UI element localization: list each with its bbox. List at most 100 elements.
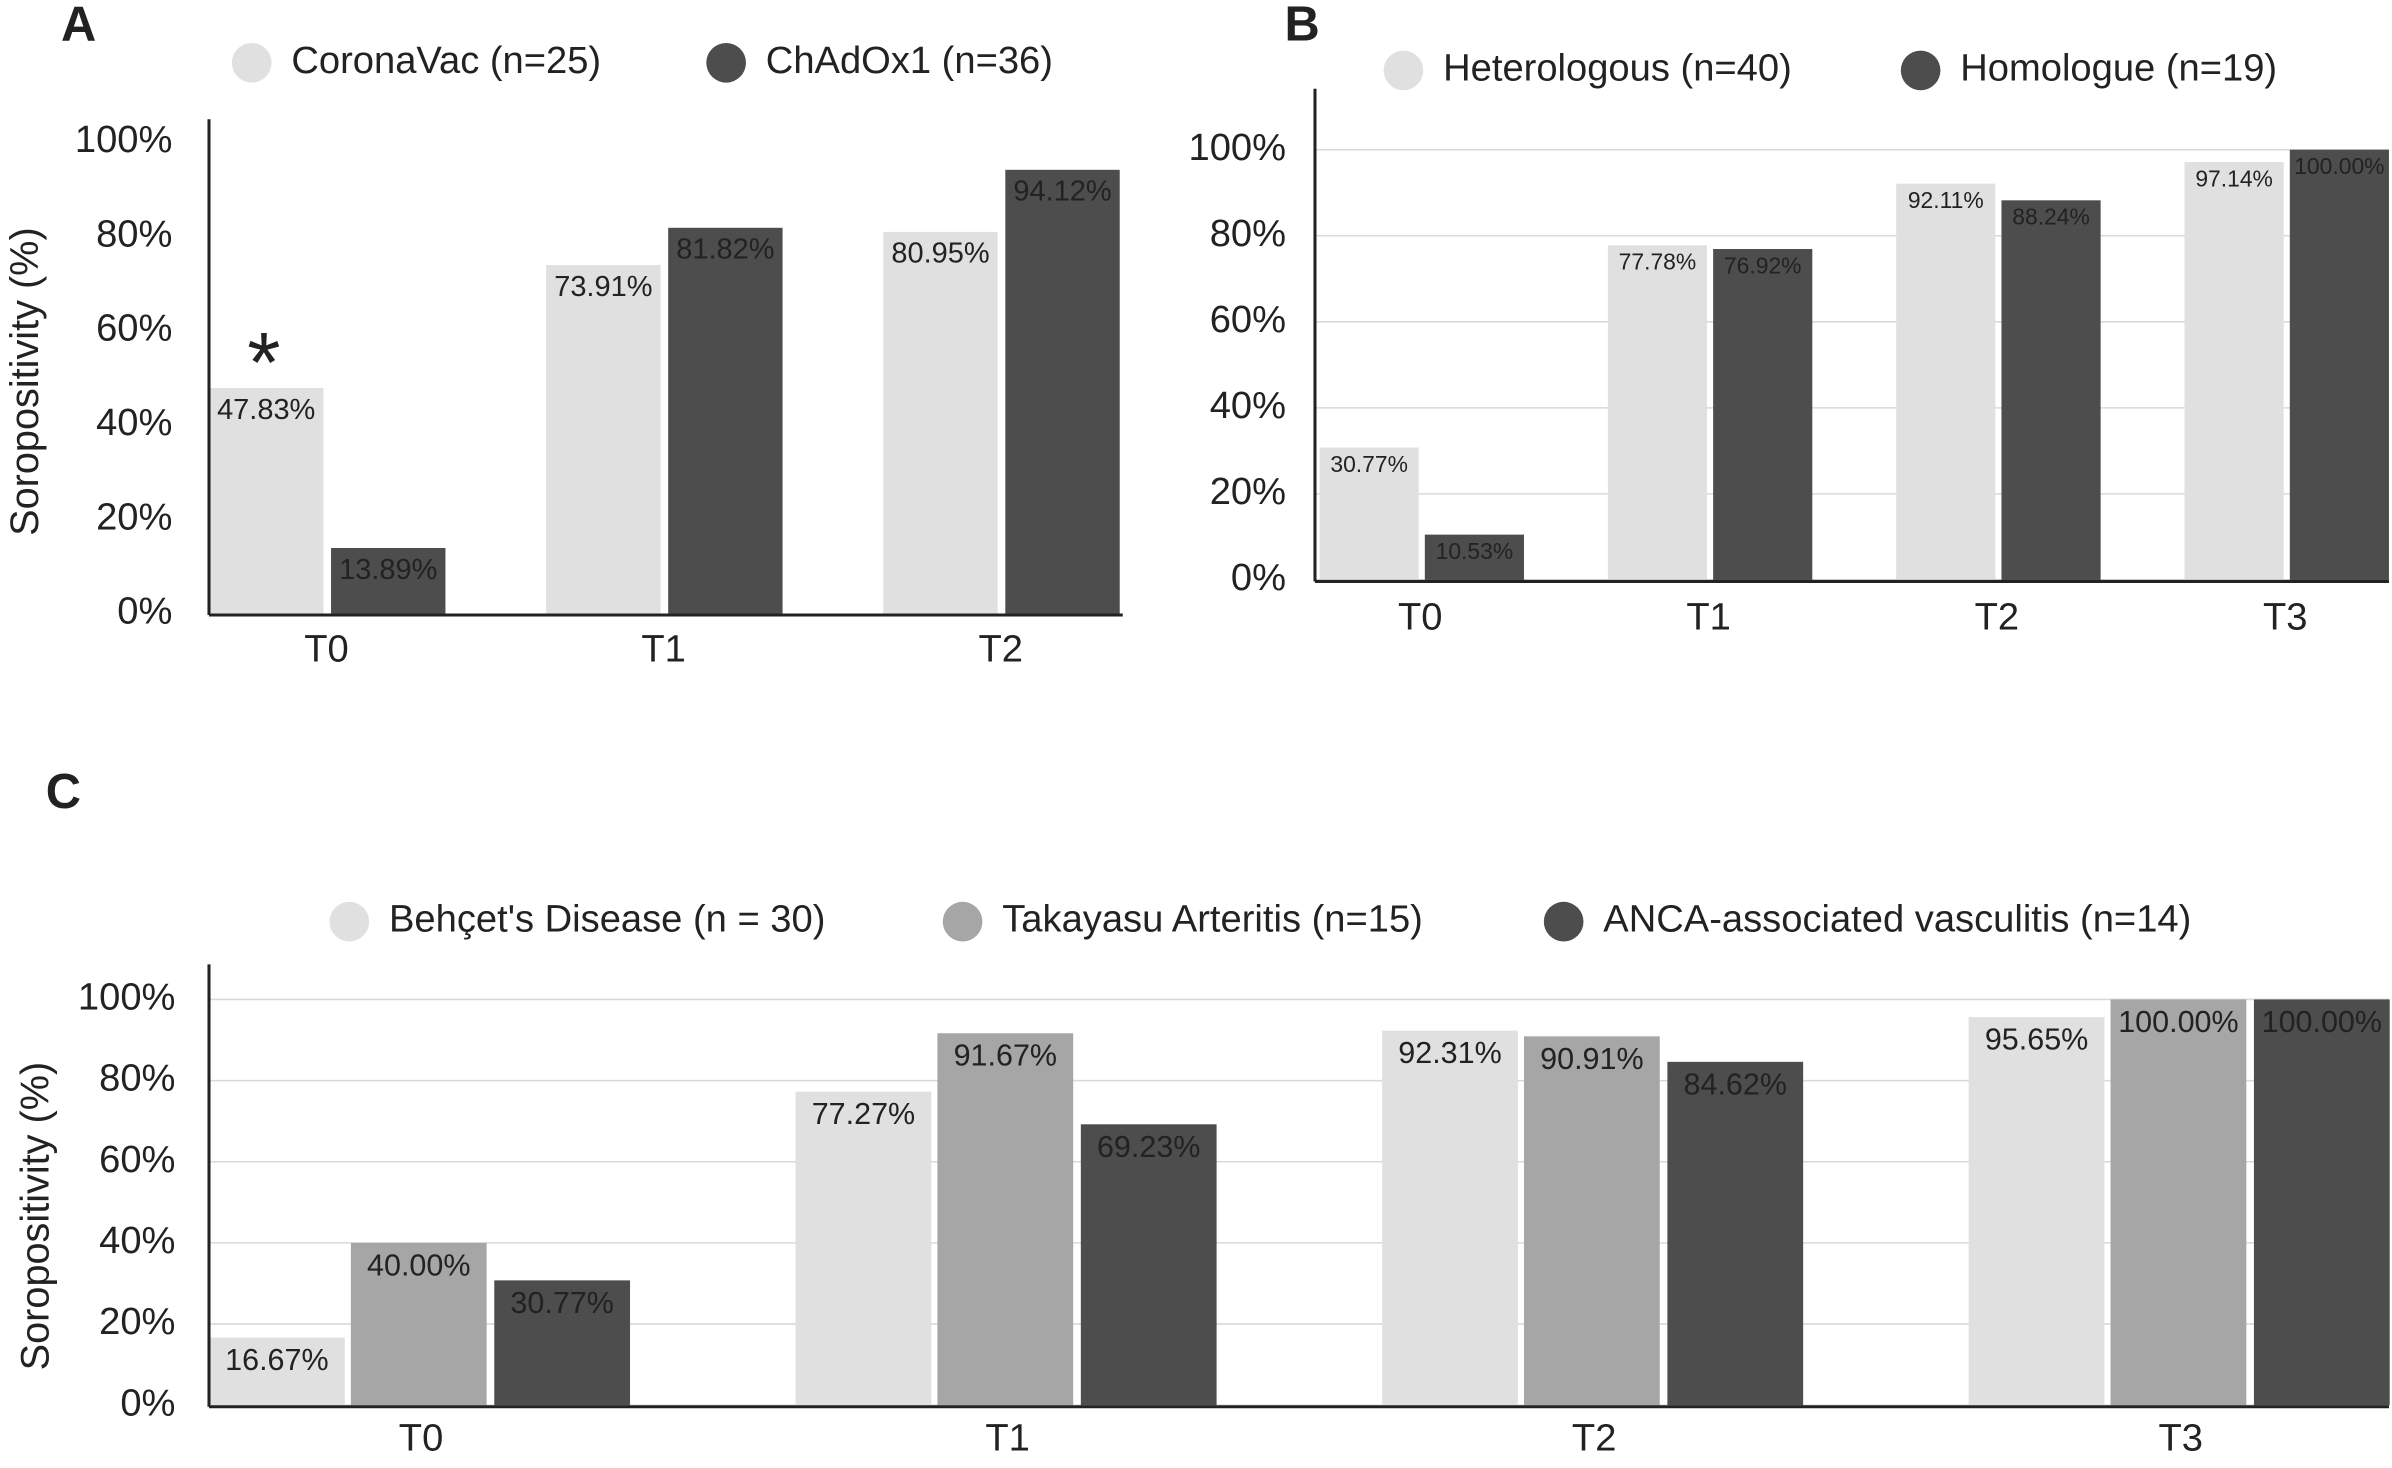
bar bbox=[1319, 447, 1419, 580]
value-label: 84.62% bbox=[1684, 1067, 1787, 1101]
value-label: 80.95% bbox=[891, 238, 989, 270]
y-tick-label: 40% bbox=[1210, 384, 1286, 427]
legend-marker bbox=[1543, 901, 1584, 942]
value-label: 100.00% bbox=[2118, 1005, 2238, 1039]
y-tick-label: 0% bbox=[1231, 556, 1286, 599]
y-tick-label: 100% bbox=[78, 976, 176, 1019]
legend-marker bbox=[329, 901, 370, 942]
x-tick-label: T2 bbox=[978, 628, 1023, 671]
value-label: 30.77% bbox=[1330, 451, 1408, 477]
y-axis-label: Soropositivity (%) bbox=[14, 1062, 58, 1371]
x-tick-label: T3 bbox=[2158, 1416, 2203, 1459]
bar bbox=[937, 1033, 1074, 1406]
annotation: * bbox=[247, 316, 280, 411]
x-tick-label: T2 bbox=[1975, 596, 2019, 639]
legend-marker bbox=[942, 901, 983, 942]
bar bbox=[1896, 183, 1996, 580]
y-tick-label: 80% bbox=[99, 1057, 175, 1100]
legend-marker bbox=[1383, 50, 1424, 91]
value-label: 16.67% bbox=[225, 1343, 328, 1377]
bar bbox=[208, 1337, 345, 1406]
value-label: 94.12% bbox=[1013, 176, 1111, 208]
y-tick-label: 20% bbox=[96, 495, 172, 538]
value-label: 92.31% bbox=[1398, 1036, 1501, 1070]
value-label: 95.65% bbox=[1985, 1023, 2088, 1057]
y-tick-label: 60% bbox=[1210, 298, 1286, 341]
bar bbox=[1523, 1036, 1660, 1406]
legend-label: Behçet's Disease (n = 30) bbox=[389, 898, 825, 941]
value-label: 90.91% bbox=[1540, 1042, 1643, 1076]
panel-label: A bbox=[61, 0, 96, 52]
bar bbox=[1607, 245, 1708, 580]
x-tick-label: T2 bbox=[1572, 1416, 1616, 1459]
legend-label: CoronaVac (n=25) bbox=[291, 39, 601, 82]
legend-marker bbox=[231, 42, 272, 83]
bar bbox=[1382, 1030, 1518, 1406]
value-label: 76.92% bbox=[1724, 252, 1802, 278]
bar bbox=[1005, 169, 1120, 614]
value-label: 77.27% bbox=[812, 1097, 915, 1131]
value-label: 47.83% bbox=[217, 394, 315, 426]
bar bbox=[208, 388, 324, 614]
bar bbox=[350, 1242, 487, 1406]
x-tick-label: T1 bbox=[985, 1416, 1030, 1459]
bar bbox=[2289, 149, 2389, 580]
bar bbox=[2253, 999, 2390, 1406]
y-tick-label: 40% bbox=[99, 1219, 175, 1262]
bar bbox=[546, 265, 661, 614]
legend-label: Heterologous (n=40) bbox=[1443, 46, 1792, 89]
value-label: 10.53% bbox=[1436, 538, 1514, 564]
value-label: 100.00% bbox=[2262, 1005, 2382, 1039]
y-tick-label: 80% bbox=[96, 212, 172, 255]
bar bbox=[883, 231, 998, 614]
legend-label: Homologue (n=19) bbox=[1960, 46, 2277, 89]
value-label: 81.82% bbox=[676, 234, 774, 266]
bar bbox=[2001, 200, 2101, 580]
value-label: 73.91% bbox=[554, 271, 652, 303]
value-label: 13.89% bbox=[339, 554, 437, 586]
value-label: 69.23% bbox=[1097, 1130, 1200, 1164]
panel-label: B bbox=[1284, 0, 1319, 52]
bar bbox=[1667, 1061, 1804, 1406]
value-label: 92.11% bbox=[1908, 187, 1984, 213]
x-tick-label: T1 bbox=[641, 628, 686, 671]
bar bbox=[331, 548, 446, 614]
value-label: 100.00% bbox=[2294, 153, 2384, 179]
legend-marker bbox=[1900, 50, 1941, 91]
x-tick-label: T0 bbox=[304, 628, 349, 671]
value-label: 91.67% bbox=[954, 1039, 1057, 1073]
bar bbox=[795, 1091, 932, 1406]
x-tick-label: T3 bbox=[2263, 596, 2308, 639]
y-tick-label: 0% bbox=[120, 1381, 175, 1424]
y-tick-label: 40% bbox=[96, 401, 172, 444]
bar bbox=[2184, 162, 2284, 580]
y-tick-label: 60% bbox=[96, 307, 172, 350]
y-tick-label: 20% bbox=[1210, 470, 1286, 513]
value-label: 97.14% bbox=[2195, 165, 2273, 191]
value-label: 30.77% bbox=[510, 1286, 613, 1320]
bar bbox=[2110, 999, 2247, 1406]
x-tick-label: T0 bbox=[1398, 596, 1443, 639]
bar bbox=[1080, 1124, 1217, 1406]
y-tick-label: 20% bbox=[99, 1300, 175, 1343]
bar bbox=[668, 227, 783, 614]
panel-label: C bbox=[46, 765, 81, 819]
value-label: 88.24% bbox=[2012, 204, 2090, 230]
legend-marker bbox=[706, 42, 746, 83]
legend-label: Takayasu Arteritis (n=15) bbox=[1002, 898, 1423, 941]
y-tick-label: 0% bbox=[117, 590, 172, 633]
value-label: 40.00% bbox=[367, 1248, 470, 1282]
bar bbox=[1713, 249, 1813, 580]
bar bbox=[494, 1280, 631, 1406]
y-axis-label: Soropositivity (%) bbox=[3, 227, 47, 536]
bar bbox=[1968, 1017, 2105, 1406]
x-tick-label: T1 bbox=[1686, 596, 1731, 639]
legend-label: ChAdOx1 (n=36) bbox=[766, 39, 1053, 82]
x-tick-label: T0 bbox=[399, 1416, 444, 1459]
y-tick-label: 60% bbox=[99, 1138, 175, 1181]
bar bbox=[1424, 534, 1524, 580]
y-tick-label: 100% bbox=[1188, 126, 1286, 169]
legend-label: ANCA-associated vasculitis (n=14) bbox=[1603, 898, 2191, 941]
y-tick-label: 80% bbox=[1210, 212, 1286, 255]
